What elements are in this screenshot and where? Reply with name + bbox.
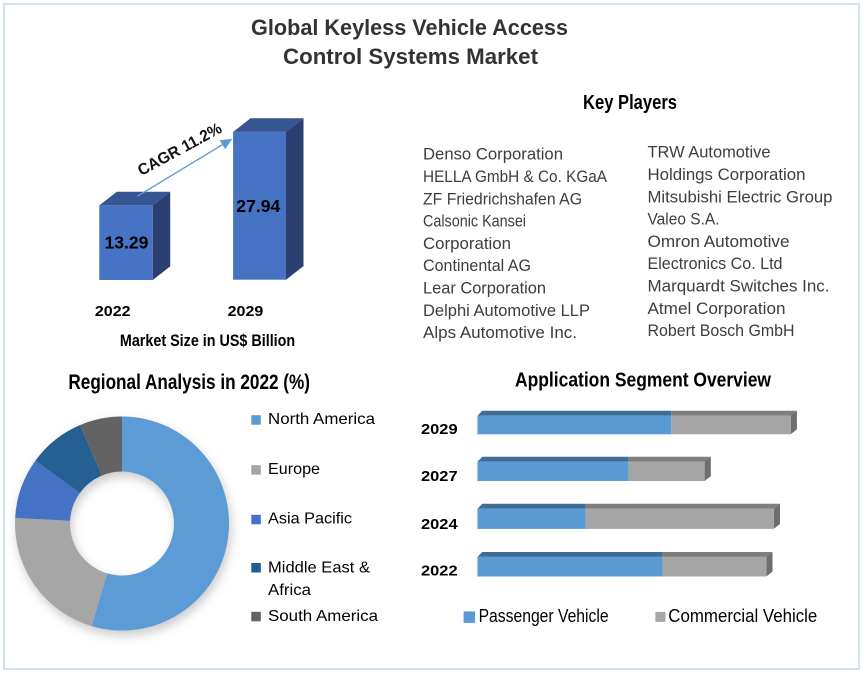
svg-text:Holdings Corporation: Holdings Corporation [648,165,806,184]
svg-text:Mitsubishi Electric Group: Mitsubishi Electric Group [648,187,833,206]
svg-text:Delphi Automotive LLP: Delphi Automotive LLP [423,301,590,320]
svg-text:Europe: Europe [268,461,320,478]
svg-text:HELLA GmbH & Co. KGaA: HELLA GmbH & Co. KGaA [423,167,608,186]
svg-text:Passenger Vehicle: Passenger Vehicle [479,606,609,626]
svg-text:Asia Pacific: Asia Pacific [268,511,352,528]
svg-text:Lear Corporation: Lear Corporation [423,279,546,298]
svg-text:TRW Automotive: TRW Automotive [648,143,771,162]
svg-text:ZF Friedrichshafen AG: ZF Friedrichshafen AG [423,189,582,208]
svg-text:Atmel Corporation: Atmel Corporation [648,299,786,318]
svg-text:Commercial Vehicle: Commercial Vehicle [668,606,817,626]
svg-text:Control Systems Market: Control Systems Market [283,44,539,69]
svg-text:Robert Bosch GmbH: Robert Bosch GmbH [648,321,795,340]
svg-text:2024: 2024 [421,516,458,533]
svg-text:Omron Automotive: Omron Automotive [648,232,790,251]
svg-text:North America: North America [268,411,375,428]
svg-text:2029: 2029 [228,304,264,320]
svg-text:Marquardt Switches Inc.: Marquardt Switches Inc. [648,277,830,296]
svg-text:Global Keyless Vehicle Access: Global Keyless Vehicle Access [251,15,568,40]
svg-text:Electronics Co. Ltd: Electronics Co. Ltd [648,254,783,273]
svg-text:Africa: Africa [268,582,311,599]
svg-text:Market Size in US$ Billion: Market Size in US$ Billion [120,332,295,350]
svg-text:Denso Corporation: Denso Corporation [423,145,563,164]
svg-text:Continental AG: Continental AG [423,256,531,275]
svg-text:South America: South America [268,608,378,625]
svg-text:13.29: 13.29 [105,233,149,253]
svg-text:Corporation: Corporation [423,234,511,253]
svg-text:Key Players: Key Players [583,92,677,114]
svg-text:2027: 2027 [421,468,458,485]
svg-text:Application Segment Overview: Application Segment Overview [515,370,771,392]
svg-text:2022: 2022 [421,563,458,580]
svg-text:2029: 2029 [421,421,458,438]
svg-text:Regional Analysis in 2022 (%): Regional Analysis in 2022 (%) [68,371,310,394]
svg-text:Alps Automotive Inc.: Alps Automotive Inc. [423,323,577,342]
svg-text:Calsonic Kansei: Calsonic Kansei [423,212,526,231]
svg-text:27.94: 27.94 [236,196,280,216]
svg-text:Valeo S.A.: Valeo S.A. [648,210,720,229]
svg-text:Middle East &: Middle East & [268,560,370,577]
svg-text:2022: 2022 [95,304,131,320]
